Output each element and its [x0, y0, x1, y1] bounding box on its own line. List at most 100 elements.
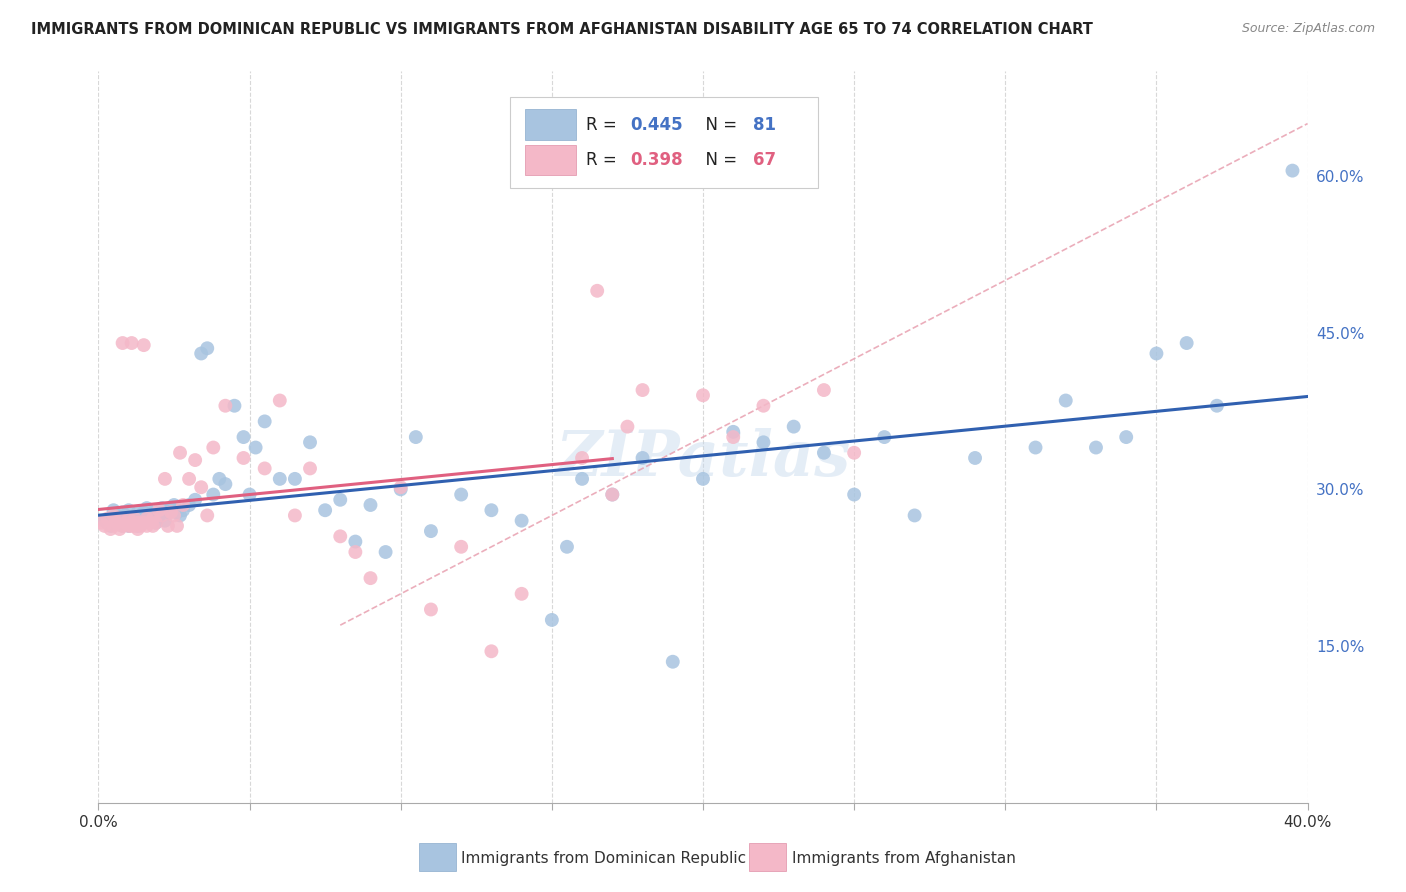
Point [142, 519, 165, 533]
Point [631, 383, 654, 397]
Point [121, 519, 143, 533]
Point [172, 498, 194, 512]
Point [108, 511, 131, 525]
Point [127, 505, 149, 519]
Point [93, 514, 115, 528]
Point [127, 519, 149, 533]
Point [389, 480, 412, 494]
Point [1281, 163, 1303, 178]
Point [239, 487, 262, 501]
Point [132, 516, 155, 530]
Point [135, 501, 157, 516]
Point [232, 450, 254, 465]
Point [329, 492, 352, 507]
Point [571, 472, 593, 486]
Point [121, 336, 143, 351]
Text: IMMIGRANTS FROM DOMINICAN REPUBLIC VS IMMIGRANTS FROM AFGHANISTAN DISABILITY AGE: IMMIGRANTS FROM DOMINICAN REPUBLIC VS IM… [31, 22, 1092, 37]
Point [389, 483, 412, 497]
Point [127, 522, 149, 536]
Point [156, 519, 179, 533]
Point [208, 472, 231, 486]
Point [232, 430, 254, 444]
Point [90, 516, 112, 530]
Point [100, 522, 122, 536]
Point [783, 419, 806, 434]
Point [118, 519, 141, 533]
Point [145, 516, 167, 530]
Point [118, 519, 141, 533]
Point [114, 508, 136, 523]
Point [195, 508, 218, 523]
Point [148, 508, 170, 523]
Point [344, 545, 367, 559]
Point [450, 487, 472, 501]
Point [202, 441, 225, 455]
Text: 0.445: 0.445 [630, 116, 683, 134]
Point [481, 644, 503, 658]
Point [105, 516, 128, 530]
Point [96, 511, 118, 525]
FancyBboxPatch shape [526, 110, 576, 140]
Point [111, 519, 134, 533]
Point [184, 453, 207, 467]
Point [172, 503, 194, 517]
Point [142, 511, 165, 525]
Point [510, 587, 533, 601]
FancyBboxPatch shape [509, 97, 818, 188]
Point [160, 505, 183, 519]
Point [129, 519, 152, 533]
Text: R =: R = [586, 116, 621, 134]
Point [284, 508, 307, 523]
Point [450, 540, 472, 554]
Point [1085, 441, 1108, 455]
Point [692, 472, 714, 486]
Point [602, 487, 624, 501]
Point [1175, 336, 1198, 351]
Point [166, 519, 188, 533]
Point [420, 524, 443, 538]
Point [127, 516, 149, 530]
Point [245, 441, 267, 455]
Point [299, 461, 322, 475]
Point [873, 430, 896, 444]
Point [163, 508, 186, 523]
Text: 67: 67 [752, 151, 776, 169]
Point [253, 414, 276, 428]
Point [586, 284, 609, 298]
Point [103, 508, 125, 523]
Point [121, 511, 143, 525]
Point [540, 613, 562, 627]
Point [374, 545, 396, 559]
Text: N =: N = [695, 116, 742, 134]
Point [184, 492, 207, 507]
Point [108, 522, 131, 536]
Text: ZIPatlas: ZIPatlas [555, 428, 851, 490]
Text: Immigrants from Afghanistan: Immigrants from Afghanistan [792, 851, 1015, 865]
Point [150, 501, 173, 516]
Point [344, 534, 367, 549]
Point [166, 505, 188, 519]
Point [153, 514, 176, 528]
Point [1054, 393, 1077, 408]
Point [602, 487, 624, 501]
Point [160, 501, 183, 516]
Point [616, 419, 638, 434]
Point [145, 516, 167, 530]
Point [1115, 430, 1137, 444]
Point [142, 505, 165, 519]
Point [481, 503, 503, 517]
Point [284, 472, 307, 486]
Point [135, 511, 157, 525]
Point [103, 511, 125, 525]
Point [169, 446, 191, 460]
Point [752, 435, 775, 450]
Point [148, 503, 170, 517]
Point [692, 388, 714, 402]
Point [93, 519, 115, 533]
Point [96, 516, 118, 530]
Point [1024, 441, 1046, 455]
Point [555, 540, 578, 554]
Point [153, 472, 176, 486]
Point [269, 393, 291, 408]
Point [139, 511, 162, 525]
